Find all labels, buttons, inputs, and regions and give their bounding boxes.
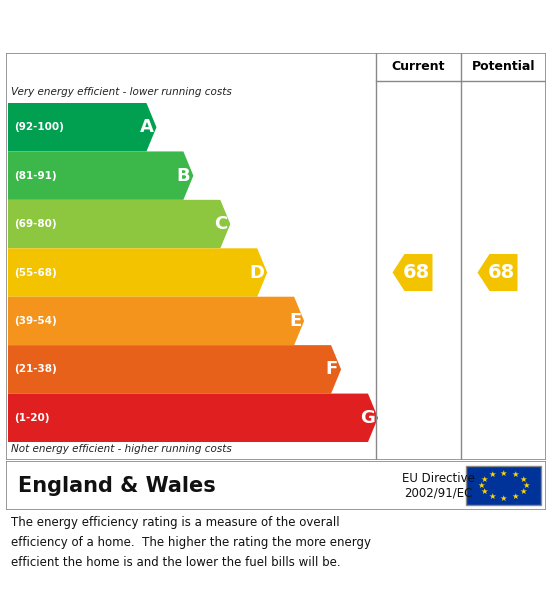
Text: 68: 68 [488,263,515,282]
Text: EU Directive
2002/91/EC: EU Directive 2002/91/EC [402,471,475,500]
Text: ★: ★ [480,474,488,484]
Text: B: B [177,167,190,185]
Text: G: G [360,409,375,427]
Text: ★: ★ [511,470,518,479]
Text: (1-20): (1-20) [14,413,50,423]
Polygon shape [8,151,193,200]
Text: ★: ★ [489,492,496,501]
Text: ★: ★ [480,487,488,497]
Polygon shape [8,103,156,151]
Polygon shape [8,394,378,442]
Polygon shape [477,254,518,291]
Text: E: E [289,312,301,330]
Text: F: F [326,360,338,378]
Text: ★: ★ [500,468,507,478]
Polygon shape [8,200,230,248]
Text: ★: ★ [511,492,518,501]
Text: (21-38): (21-38) [14,364,57,375]
Polygon shape [8,345,341,394]
Text: (39-54): (39-54) [14,316,57,326]
Text: ★: ★ [519,487,527,497]
Text: Current: Current [392,61,445,74]
Text: ★: ★ [489,470,496,479]
Bar [466,466,541,505]
Text: Energy Efficiency Rating: Energy Efficiency Rating [14,11,378,37]
Text: ★: ★ [519,474,527,484]
Text: Not energy efficient - higher running costs: Not energy efficient - higher running co… [11,444,232,454]
Text: (55-68): (55-68) [14,267,57,278]
Polygon shape [392,254,433,291]
Text: Potential: Potential [472,61,535,74]
Text: ★: ★ [522,481,530,490]
Text: (69-80): (69-80) [14,219,57,229]
Text: ★: ★ [477,481,485,490]
Polygon shape [8,297,304,345]
Text: The energy efficiency rating is a measure of the overall
efficiency of a home.  : The energy efficiency rating is a measur… [12,516,371,569]
Text: D: D [250,264,264,281]
Text: A: A [140,118,153,136]
Text: 68: 68 [403,263,430,282]
Text: (92-100): (92-100) [14,122,64,132]
Polygon shape [8,248,267,297]
Text: Very energy efficient - lower running costs: Very energy efficient - lower running co… [11,87,232,97]
Text: ★: ★ [500,493,507,503]
Text: England & Wales: England & Wales [18,476,216,495]
Text: C: C [214,215,227,233]
Text: (81-91): (81-91) [14,170,57,181]
